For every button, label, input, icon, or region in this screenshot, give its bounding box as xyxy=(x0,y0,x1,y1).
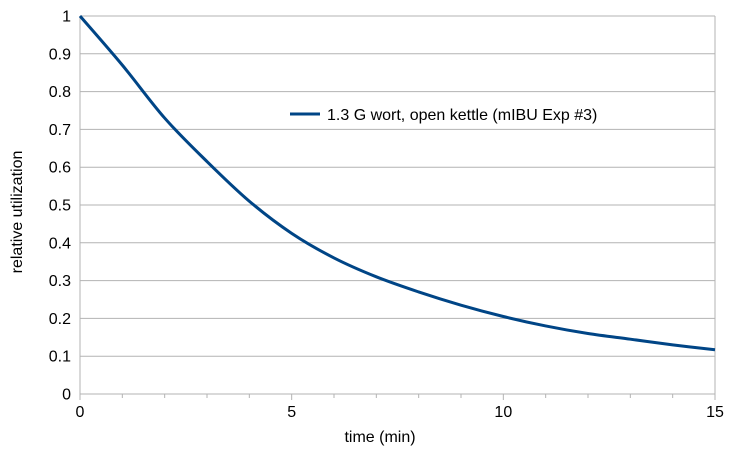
y-tick-label-0.5: 0.5 xyxy=(49,198,71,215)
data-point-0-5 xyxy=(290,232,293,235)
data-point-0-7 xyxy=(375,275,378,278)
y-tick-label-0.2: 0.2 xyxy=(49,311,71,328)
y-tick-label-0.1: 0.1 xyxy=(49,349,71,366)
y-tick-label-0: 0 xyxy=(62,387,71,404)
x-axis-tick-labels: 0 5 10 15 xyxy=(76,404,724,421)
y-tick-label-1: 1 xyxy=(62,9,71,26)
data-point-0-2 xyxy=(163,117,166,120)
y-tick-label-0.4: 0.4 xyxy=(49,235,71,252)
data-point-0-8 xyxy=(417,291,420,294)
data-point-0-0 xyxy=(79,15,82,18)
data-point-0-14 xyxy=(671,343,674,346)
data-point-0-3 xyxy=(206,160,209,163)
y-tick-label-0.7: 0.7 xyxy=(49,122,71,139)
legend: 1.3 G wort, open kettle (mIBU Exp #3) xyxy=(290,107,597,124)
y-axis-label: relative utilization xyxy=(9,151,26,274)
data-point-0-11 xyxy=(544,325,547,328)
data-point-0-9 xyxy=(460,304,463,307)
data-point-0-4 xyxy=(248,200,251,203)
y-tick-label-0.9: 0.9 xyxy=(49,46,71,63)
x-tick-label-15: 15 xyxy=(706,404,724,421)
y-tick-label-0.6: 0.6 xyxy=(49,160,71,177)
x-tick-label-10: 10 xyxy=(494,404,512,421)
data-point-0-10 xyxy=(502,315,505,318)
x-tick-label-5: 5 xyxy=(287,404,296,421)
horizontal-gridlines xyxy=(80,15,715,357)
axes xyxy=(79,16,716,400)
data-point-0-6 xyxy=(333,257,336,260)
data-point-0-12 xyxy=(587,332,590,335)
series-line-0 xyxy=(78,15,716,352)
y-tick-label-0.3: 0.3 xyxy=(49,273,71,290)
legend-label: 1.3 G wort, open kettle (mIBU Exp #3) xyxy=(327,107,597,124)
data-point-0-15 xyxy=(714,348,717,351)
y-tick-label-0.8: 0.8 xyxy=(49,84,71,101)
data-point-0-1 xyxy=(121,64,124,67)
plot-series xyxy=(78,15,717,352)
x-axis-label: time (min) xyxy=(344,429,415,446)
data-point-0-13 xyxy=(629,338,632,341)
x-tick-label-0: 0 xyxy=(76,404,85,421)
y-axis-tick-labels: 0 0.1 0.2 0.3 0.4 0.5 0.6 0.7 0.8 0.9 1 xyxy=(49,9,71,404)
